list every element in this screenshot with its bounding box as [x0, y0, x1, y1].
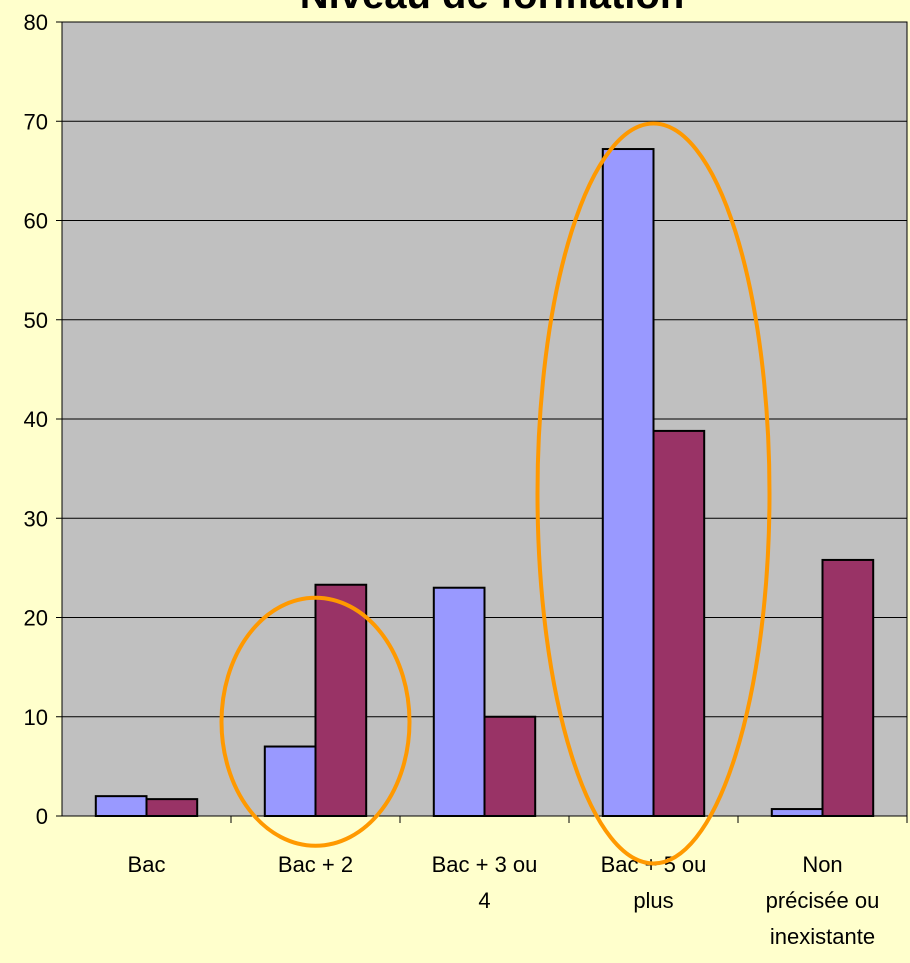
- bar-series1: [601, 148, 655, 818]
- y-tick-label: 50: [24, 308, 48, 333]
- y-tick-label: 0: [36, 804, 48, 829]
- bar-series2: [821, 558, 875, 817]
- x-category-label: Non: [802, 852, 842, 877]
- y-tick-label: 30: [24, 506, 48, 531]
- x-category-label: Bac + 2: [278, 852, 353, 877]
- bar-series1: [770, 808, 824, 817]
- y-tick-label: 60: [24, 209, 48, 234]
- bar-series2: [483, 715, 537, 817]
- x-category-label: Bac: [128, 852, 166, 877]
- y-axis: 0 10 20 30 40 50 60 70 80: [24, 10, 63, 829]
- bar-series1: [432, 586, 486, 817]
- bars: [94, 148, 875, 818]
- y-tick-label: 80: [24, 10, 48, 35]
- highlight-ellipses: [219, 121, 772, 866]
- y-tick-label: 20: [24, 606, 48, 631]
- x-category-label: inexistante: [770, 924, 875, 949]
- bar-series2: [145, 798, 199, 818]
- x-category-label: précisée ou: [766, 888, 880, 913]
- y-tick-label: 10: [24, 705, 48, 730]
- chart-title: Niveau de formation: [300, 0, 685, 17]
- x-category-label: Bac + 3 ou: [432, 852, 538, 877]
- bar-series1: [263, 745, 317, 818]
- x-category-label: plus: [633, 888, 673, 913]
- y-tick-label: 40: [24, 407, 48, 432]
- highlight-ellipse: [535, 121, 772, 866]
- y-tick-label: 70: [24, 109, 48, 134]
- highlight-ellipse: [219, 595, 412, 848]
- bar-series1: [94, 795, 148, 818]
- gridlines: [62, 120, 907, 718]
- x-category-label: 4: [478, 888, 490, 913]
- bar-series2: [652, 429, 706, 817]
- bar-series2: [314, 583, 368, 817]
